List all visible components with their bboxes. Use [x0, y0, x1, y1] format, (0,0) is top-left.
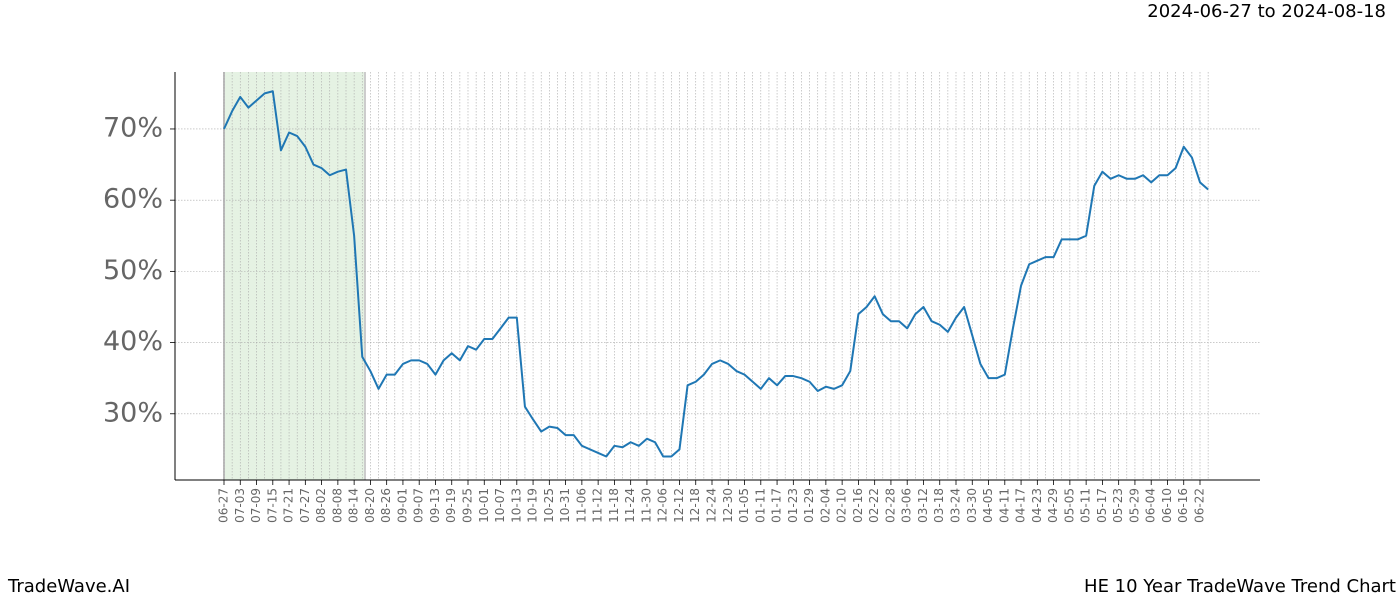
x-tick-label: 07-27	[298, 488, 312, 523]
x-tick-label: 05-11	[1079, 488, 1093, 523]
x-tick-label: 02-16	[851, 488, 865, 523]
x-tick-label: 09-19	[444, 488, 458, 523]
x-tick-label: 11-30	[639, 488, 653, 523]
date-range: 2024-06-27 to 2024-08-18	[1147, 1, 1386, 22]
x-tick-label: 08-26	[379, 488, 393, 523]
x-tick-label: 02-04	[818, 488, 832, 523]
x-tick-label: 10-19	[526, 488, 540, 523]
x-tick-label: 06-04	[1144, 488, 1158, 523]
x-tick-label: 10-25	[542, 488, 556, 523]
highlight-span	[224, 72, 365, 480]
x-tick-label: 03-24	[949, 488, 963, 523]
x-tick-label: 03-06	[900, 488, 914, 523]
x-tick-label: 10-01	[477, 488, 491, 523]
x-tick-label: 09-07	[412, 488, 426, 523]
x-tick-label: 08-20	[363, 488, 377, 523]
x-tick-label: 04-17	[1014, 488, 1028, 523]
x-tick-label: 01-17	[770, 488, 784, 523]
x-tick-label: 07-03	[233, 488, 247, 523]
x-tick-label: 11-06	[574, 488, 588, 523]
y-tick-label: 40%	[103, 326, 163, 357]
x-tick-label: 12-24	[705, 488, 719, 523]
x-tick-label: 09-25	[461, 488, 475, 523]
x-tick-label: 06-22	[1193, 488, 1207, 523]
x-tick-label: 07-09	[249, 488, 263, 523]
x-tick-label: 06-16	[1176, 488, 1190, 523]
series-line	[223, 90, 1209, 458]
x-tick-label: 05-05	[1062, 488, 1076, 523]
x-tick-label: 01-11	[753, 488, 767, 523]
x-tick-label: 11-24	[623, 488, 637, 523]
x-tick-label: 02-22	[867, 488, 881, 523]
x-tick-label: 04-23	[1030, 488, 1044, 523]
x-tick-label: 04-05	[981, 488, 995, 523]
x-tick-label: 11-18	[607, 488, 621, 523]
x-tick-label: 09-13	[428, 488, 442, 523]
x-tick-label: 03-12	[916, 488, 930, 523]
x-tick-label: 02-10	[835, 488, 849, 523]
x-tick-label: 06-10	[1160, 488, 1174, 523]
y-tick-label: 60%	[103, 184, 163, 215]
x-tick-label: 08-08	[330, 488, 344, 523]
x-tick-label: 07-15	[265, 488, 279, 523]
x-tick-label: 08-02	[314, 488, 328, 523]
x-tick-label: 03-30	[965, 488, 979, 523]
x-tick-label: 06-27	[217, 488, 231, 523]
brand: TradeWave.AI	[7, 576, 130, 597]
y-tick-label: 50%	[103, 255, 163, 286]
x-tick-label: 12-12	[672, 488, 686, 523]
x-tick-label: 01-29	[802, 488, 816, 523]
x-tick-label: 05-29	[1127, 488, 1141, 523]
x-tick-label: 12-18	[688, 488, 702, 523]
x-tick-label: 10-31	[558, 488, 572, 523]
y-tick-label: 30%	[103, 397, 163, 428]
x-tick-label: 09-01	[395, 488, 409, 523]
x-tick-label: 10-13	[509, 488, 523, 523]
x-tick-label: 11-12	[591, 488, 605, 523]
x-tick-label: 02-28	[883, 488, 897, 523]
x-tick-label: 10-07	[493, 488, 507, 523]
x-tick-label: 12-30	[721, 488, 735, 523]
x-tick-label: 04-11	[997, 488, 1011, 523]
x-tick-label: 12-06	[656, 488, 670, 523]
shade-layer	[223, 72, 366, 480]
x-tick-label: 01-23	[786, 488, 800, 523]
x-tick-label: 05-17	[1095, 488, 1109, 523]
x-tick-label: 07-21	[282, 488, 296, 523]
chart-title: HE 10 Year TradeWave Trend Chart	[1084, 576, 1396, 597]
x-tick-label: 05-23	[1111, 488, 1125, 523]
x-tick-label: 01-05	[737, 488, 751, 523]
x-tick-label: 04-29	[1046, 488, 1060, 523]
grid-layer	[223, 72, 1209, 480]
y-tick-label: 70%	[103, 112, 163, 143]
x-tick-label: 03-18	[932, 488, 946, 523]
x-tick-label: 08-14	[347, 488, 361, 523]
